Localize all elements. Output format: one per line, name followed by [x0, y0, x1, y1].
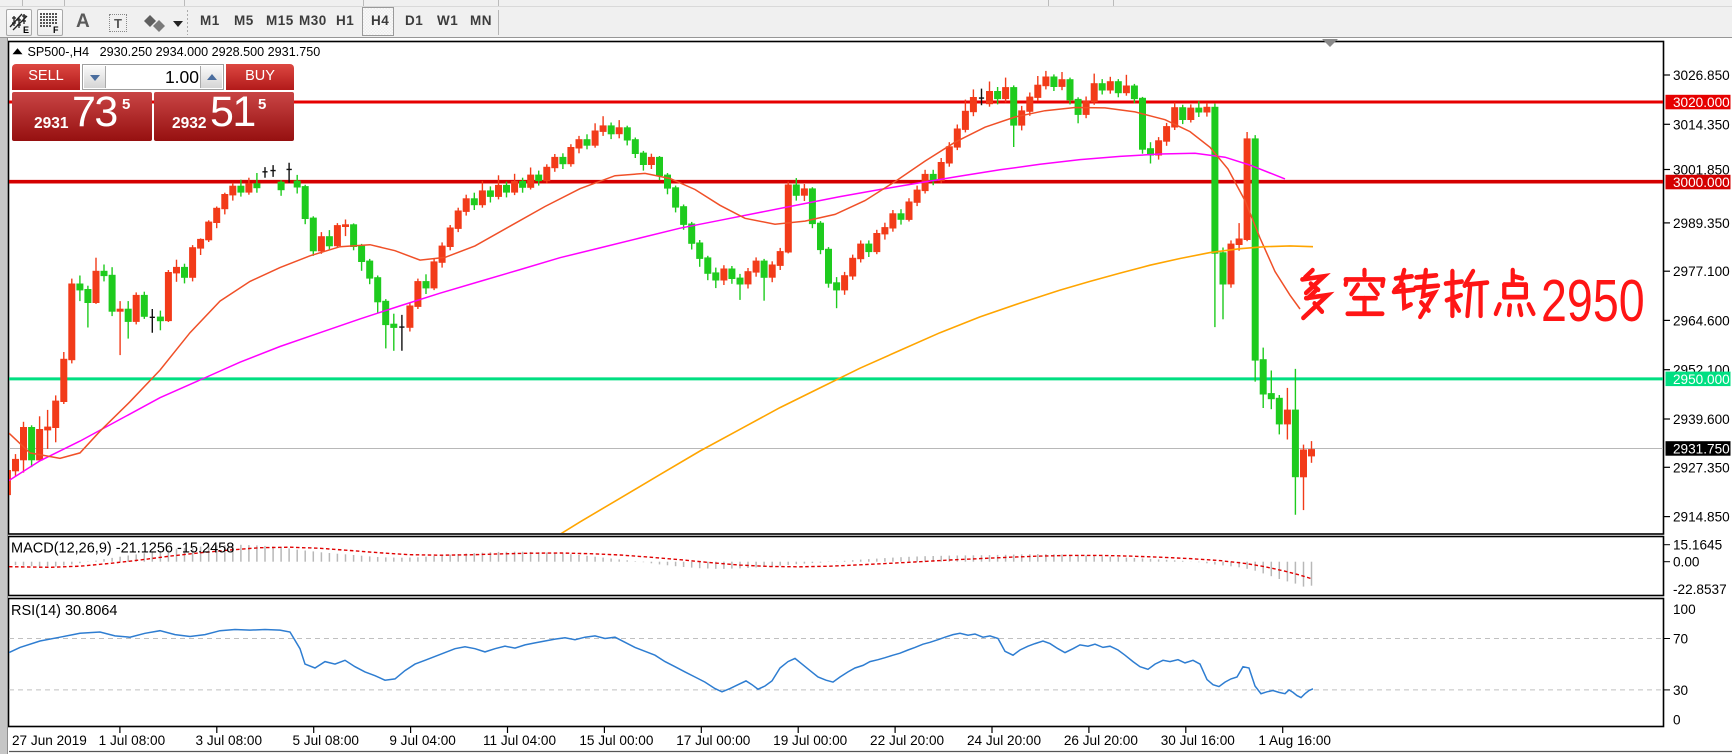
- svg-text:2931.750: 2931.750: [1673, 442, 1730, 457]
- svg-text:2950.000: 2950.000: [1673, 372, 1730, 387]
- svg-text:19 Jul 00:00: 19 Jul 00:00: [773, 733, 848, 748]
- svg-text:70: 70: [1673, 632, 1689, 647]
- svg-text:2950: 2950: [1541, 269, 1645, 334]
- svg-text:3001.850: 3001.850: [1673, 163, 1730, 178]
- svg-text:100: 100: [1673, 602, 1696, 617]
- svg-text:26 Jul 20:00: 26 Jul 20:00: [1064, 733, 1139, 748]
- svg-text:3014.350: 3014.350: [1673, 117, 1730, 132]
- svg-text:2939.600: 2939.600: [1673, 412, 1730, 427]
- svg-text:30: 30: [1673, 683, 1689, 698]
- svg-text:MACD(12,26,9) -21.1256 -15.245: MACD(12,26,9) -21.1256 -15.2458: [11, 541, 234, 557]
- svg-text:3 Jul 08:00: 3 Jul 08:00: [196, 733, 263, 748]
- svg-text:9 Jul 04:00: 9 Jul 04:00: [389, 733, 456, 748]
- svg-text:2964.600: 2964.600: [1673, 313, 1730, 328]
- svg-text:0.00: 0.00: [1673, 555, 1700, 570]
- svg-text:3026.850: 3026.850: [1673, 68, 1730, 83]
- svg-text:15.1645: 15.1645: [1673, 538, 1722, 553]
- svg-text:17 Jul 00:00: 17 Jul 00:00: [676, 733, 751, 748]
- svg-text:-22.8537: -22.8537: [1673, 582, 1727, 597]
- svg-text:E: E: [23, 25, 29, 35]
- svg-text:1 Jul 08:00: 1 Jul 08:00: [99, 733, 166, 748]
- svg-text:2989.350: 2989.350: [1673, 216, 1730, 231]
- svg-text:3020.000: 3020.000: [1673, 95, 1730, 110]
- svg-text:2927.350: 2927.350: [1673, 460, 1730, 475]
- svg-text:RSI(14) 30.8064: RSI(14) 30.8064: [11, 603, 117, 619]
- svg-text:1 Aug 16:00: 1 Aug 16:00: [1258, 733, 1331, 748]
- svg-text:24 Jul 20:00: 24 Jul 20:00: [967, 733, 1042, 748]
- svg-text:2914.850: 2914.850: [1673, 510, 1730, 525]
- svg-text:SP500-,H4 2930.250 2934.000: SP500-,H4 2930.250 2934.000 2928.500 293…: [28, 45, 321, 59]
- svg-text:15 Jul 00:00: 15 Jul 00:00: [579, 733, 654, 748]
- svg-text:F: F: [53, 25, 59, 35]
- svg-text:2977.100: 2977.100: [1673, 264, 1730, 279]
- svg-text:22 Jul 20:00: 22 Jul 20:00: [870, 733, 945, 748]
- svg-text:3000.000: 3000.000: [1673, 175, 1730, 190]
- svg-text:27 Jun 2019: 27 Jun 2019: [12, 733, 87, 748]
- svg-text:5 Jul 08:00: 5 Jul 08:00: [292, 733, 359, 748]
- svg-text:0: 0: [1673, 713, 1681, 728]
- svg-text:11 Jul 04:00: 11 Jul 04:00: [483, 733, 556, 748]
- svg-text:30 Jul 16:00: 30 Jul 16:00: [1161, 733, 1236, 748]
